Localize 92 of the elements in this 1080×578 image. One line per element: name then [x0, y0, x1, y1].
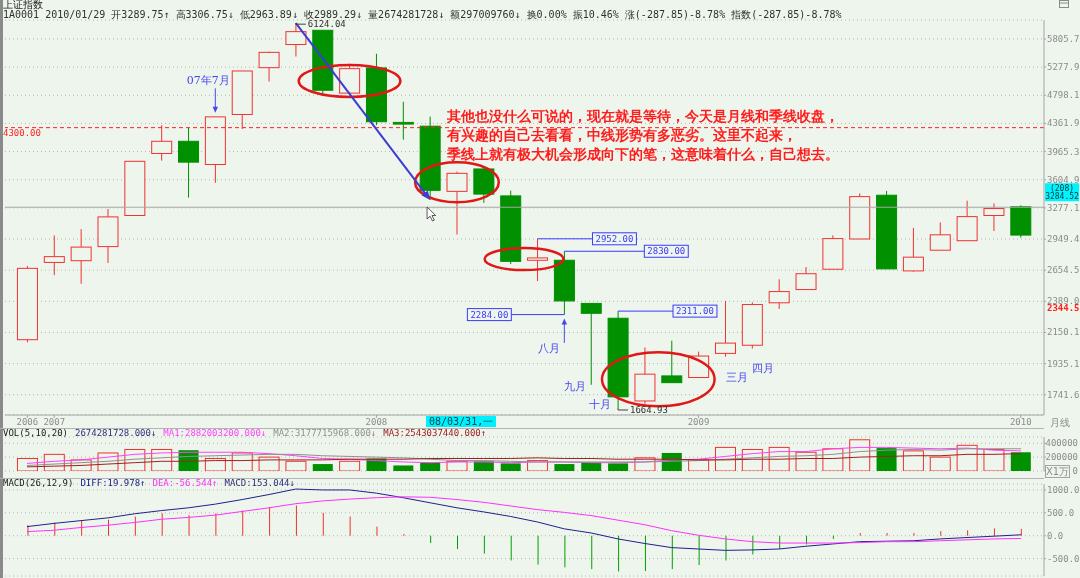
y-tick-label: -500.0 [1047, 553, 1080, 564]
bar [285, 460, 307, 471]
x-axis-title: 月线 [1050, 416, 1070, 428]
annotation: 八月 [537, 342, 560, 356]
text: 08/03/31,一 [426, 416, 497, 427]
annotation: 三月 [725, 371, 748, 385]
x-tick-label: 2009 [687, 417, 710, 428]
candlestick [661, 340, 683, 384]
candlestick [768, 278, 790, 310]
candlestick [151, 124, 173, 162]
bar [554, 464, 575, 471]
y-tick-label: 1000.0 [1047, 484, 1080, 495]
line-series [26, 496, 1022, 544]
y-tick-label: 2150.1 [1047, 327, 1080, 338]
y-tick-label: 4798.1 [1047, 90, 1080, 101]
y-tick-label: 200000 [1045, 452, 1078, 463]
chart-title: 上证指数 [3, 0, 43, 10]
chart-title: MACD(26,12,9) [3, 478, 74, 488]
candlestick [929, 221, 951, 251]
chart-subtitle: 1A0001 2010/01/29 开3289.75↑ 高3306.75↓ 低2963.89↓ 收2989.29↓ 量2674281728↓ 额297009760↓ 换0.00% 振10.46% 涨(-287.85)-8.78% 指数(-287.85)-8.78% [3, 9, 842, 20]
annotation: 2674281728.000↓ [75, 428, 157, 438]
y-tick-label: 5805.7 [1047, 33, 1080, 44]
candlestick [43, 235, 65, 276]
ref-line-label: (208) 3284.52 [1045, 183, 1080, 202]
bar [1010, 452, 1031, 471]
x-tick-label: 2010 [1009, 417, 1032, 428]
annotation: 2830.00 [647, 246, 686, 257]
bar [581, 462, 602, 471]
annotation: 九月 [563, 380, 586, 394]
line-series [26, 453, 1022, 468]
y-tick-label: 1741.6 [1047, 389, 1080, 400]
y-tick-label: 2949.4 [1047, 234, 1080, 245]
bar [393, 465, 414, 471]
candlestick [741, 301, 763, 350]
candlestick [392, 101, 414, 141]
chart-title: VOL(5,10,20) [3, 428, 69, 438]
candlestick [178, 127, 200, 199]
series-label: MA2:3177715968.000↓ [273, 428, 377, 438]
annotation: 07年7月 [186, 73, 230, 87]
x-tick-label: 2007 [43, 417, 66, 428]
candlestick [204, 116, 226, 184]
y-axis-title: X1万 [1045, 465, 1071, 478]
x-tick-label: 2008 [365, 417, 388, 428]
line-series [26, 488, 1022, 551]
annotation: MACD:153.044↓ [224, 478, 295, 488]
annotation: 2284.00 [470, 309, 509, 320]
text: DIFF:19.978↑ [80, 478, 146, 488]
candlestick [70, 228, 92, 285]
candlestick [285, 22, 307, 58]
text: DEA:-56.544↑ [152, 478, 218, 488]
y-tick-label: 500.0 [1047, 507, 1075, 518]
bar [204, 458, 226, 471]
candlestick [822, 234, 844, 270]
annotation: 2311.00 [676, 306, 714, 317]
bar [420, 462, 441, 471]
series-label: MA1:2882003200.000↓ [163, 428, 267, 438]
bar [500, 463, 521, 471]
bar [956, 444, 978, 471]
bar [902, 450, 924, 471]
candlestick [714, 300, 736, 358]
annotation: 6124.04 [307, 19, 346, 30]
candlestick [983, 202, 1005, 232]
bar [339, 460, 361, 471]
annotation: 十月 [589, 397, 611, 411]
y-tick-label: 0.0 [1047, 530, 1064, 541]
y-tick-label: 1935.1 [1047, 358, 1080, 369]
y-tick-label: 3604.9 [1047, 174, 1080, 185]
candlestick [795, 266, 817, 291]
candlestick [446, 171, 468, 236]
candlestick [634, 347, 656, 405]
ref-line-label: 4300.00 [3, 128, 41, 139]
candlestick [97, 208, 119, 264]
candlestick [956, 200, 978, 242]
bar [608, 463, 629, 471]
annotation: 1664.93 [630, 405, 668, 416]
candlestick [849, 192, 871, 240]
annotation: 2952.00 [595, 233, 634, 244]
bar [312, 464, 333, 471]
y-tick-label: 4361.9 [1047, 118, 1080, 129]
candlestick [124, 160, 146, 217]
x-tick-label: 2006 [16, 417, 39, 428]
annotation: 四月 [751, 361, 774, 375]
y-tick-label: 5277.9 [1047, 62, 1080, 73]
y-tick-label: 400000 [1045, 438, 1078, 449]
annotation: 其他也没什么可说的，现在就是等待，今天是月线和季线收盘，有兴趣的自己去看看，中线形势有多恶劣。这里不起来，季线上就有极大机会形成向下的笔，这意味着什么，自己想去。 [447, 107, 839, 164]
text: MA3:2543037440.000↑ [383, 428, 487, 438]
y-tick-label: 0 [1072, 466, 1078, 476]
y-tick-label: 3277.1 [1047, 202, 1080, 213]
y-tick-label: 3965.3 [1047, 146, 1080, 157]
y-tick-label: 2654.5 [1047, 265, 1080, 276]
candlestick [527, 238, 549, 282]
bar [929, 456, 951, 471]
